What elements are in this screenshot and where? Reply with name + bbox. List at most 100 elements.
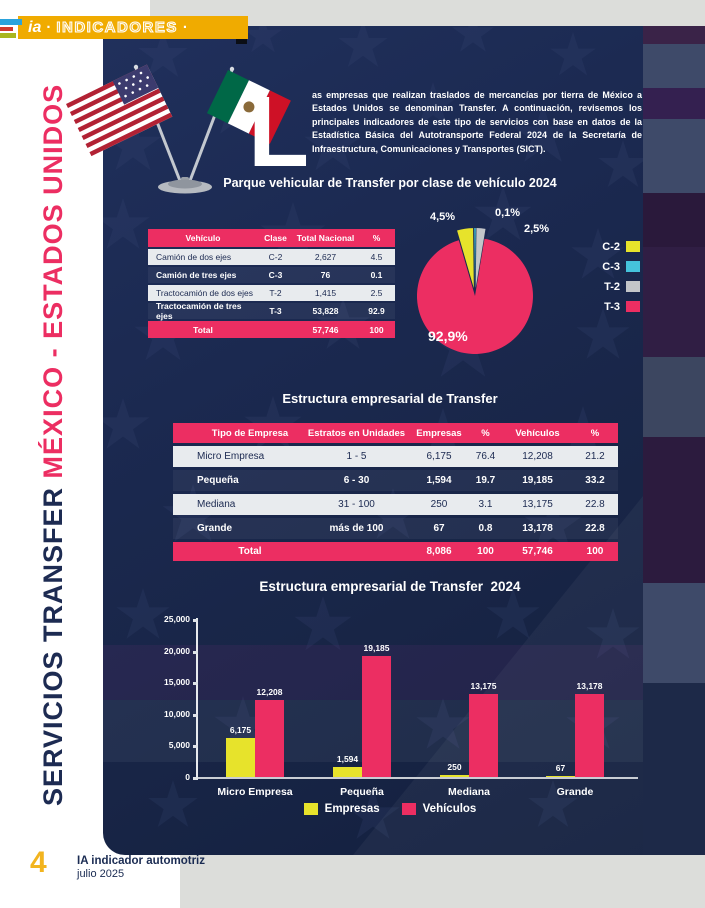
bar-value-label: 6,175 bbox=[229, 724, 252, 735]
legend-item: T-3 bbox=[578, 300, 640, 313]
star-icon bbox=[304, 116, 362, 171]
bar-value-label: 13,175 bbox=[470, 680, 497, 691]
bar-value-label: 250 bbox=[447, 762, 462, 773]
table-row-cell: T-3 bbox=[269, 306, 282, 316]
table-row-cell: 53,828 bbox=[312, 306, 339, 316]
legend-swatch bbox=[303, 803, 318, 815]
intro-paragraph: as empresas que realizan traslados de me… bbox=[312, 90, 642, 154]
table-row-cell: Micro Empresa bbox=[197, 451, 265, 462]
star-icon bbox=[416, 698, 470, 749]
legend-label: T-2 bbox=[604, 280, 620, 293]
legend-label: Empresas bbox=[324, 803, 380, 815]
table-header-cell: Tipo de Empresa bbox=[211, 427, 289, 439]
table-row-cell: Tractocamión de tres ejes bbox=[156, 301, 242, 321]
y-axis-tick-label: 25,000 bbox=[164, 614, 190, 624]
banner-shadow bbox=[236, 38, 247, 44]
vehicle-fleet-table: Vehículo Clase Total Nacional% Camión de do… bbox=[148, 229, 395, 340]
legend-swatch bbox=[626, 281, 640, 292]
legend-item: T-2 bbox=[578, 280, 640, 293]
table-row: Mediana 31 - 100 250 3.1 13,175 22.8 bbox=[173, 494, 618, 515]
table-row-cell: 31 - 100 bbox=[338, 499, 375, 510]
mexico-flag bbox=[206, 70, 291, 144]
section3-title: Estructura empresarial de Transfer 2024 bbox=[259, 579, 521, 594]
section2-title: Estructura empresarial de Transfer bbox=[282, 391, 498, 406]
y-axis-tick-mark bbox=[193, 745, 198, 748]
table-row-cell: 0.1 bbox=[370, 270, 383, 280]
star-icon bbox=[528, 780, 578, 827]
table-header-cell: Empresas bbox=[416, 427, 462, 439]
star-icon bbox=[486, 588, 540, 639]
magazine-banner: ia · INDICADORES · bbox=[18, 16, 248, 39]
table-row-cell: 21.2 bbox=[585, 451, 605, 462]
table-header: Vehículo Clase Total Nacional% bbox=[148, 229, 395, 247]
legend-label: T-3 bbox=[604, 300, 620, 313]
table-header-cell: Clase bbox=[264, 233, 287, 243]
pie-legend: C-2 C-3 T-2 T-3 bbox=[578, 240, 640, 313]
table-row-cell: 1 - 5 bbox=[346, 451, 367, 462]
bar-value-label: 19,185 bbox=[363, 642, 390, 653]
banner-dot: · bbox=[182, 19, 188, 36]
star-icon bbox=[138, 30, 188, 77]
table-row: Micro Empresa 1 - 5 6,175 76.4 12,208 21.2 bbox=[173, 446, 618, 467]
star-icon bbox=[104, 116, 162, 171]
table-row-cell: 76.4 bbox=[475, 451, 496, 462]
legend-item: Vehículos bbox=[401, 803, 476, 815]
star-icon bbox=[571, 228, 625, 279]
pie-percent-label: 2,5% bbox=[524, 223, 550, 235]
table-total-cell: 57,746 bbox=[312, 324, 339, 335]
bar-vehículos-micro-empresa bbox=[255, 699, 284, 777]
bar-empresas-micro-empresa bbox=[226, 737, 255, 777]
flag-base-top bbox=[168, 179, 202, 189]
table-row-cell: 1,594 bbox=[426, 475, 452, 486]
star-icon bbox=[116, 588, 170, 639]
bar-empresas-pequeña bbox=[333, 766, 362, 777]
table-row-cell: Camión de tres ejes bbox=[156, 270, 237, 280]
star-icon bbox=[512, 104, 574, 162]
y-axis-tick-label: 0 bbox=[185, 772, 190, 782]
table-total-cell: Total bbox=[193, 324, 213, 335]
table-row-cell: 13,175 bbox=[522, 499, 553, 510]
legend-item: C-2 bbox=[578, 240, 640, 253]
pole-finial bbox=[133, 64, 139, 70]
table-row: Grande más de 100 67 0.8 13,178 22.8 bbox=[173, 518, 618, 539]
vertical-title-part2: MÉXICO - ESTADOS UNIDOS bbox=[38, 83, 68, 479]
table-row: Camión de tres ejes C-3 76 0.1 bbox=[148, 267, 395, 283]
legend-label: C-3 bbox=[602, 260, 620, 273]
table-total-cell bbox=[303, 542, 410, 561]
pie-slice-T-3 bbox=[416, 238, 533, 355]
publication-date: julio 2025 bbox=[77, 868, 125, 880]
table-row-cell: 13,178 bbox=[522, 523, 553, 534]
logo-bar-red bbox=[0, 27, 13, 31]
bar-category-label: Pequeña bbox=[340, 786, 384, 798]
y-axis-tick-label: 20,000 bbox=[164, 646, 190, 656]
table-total-cell: Total bbox=[238, 546, 262, 557]
table-row-cell: 0.8 bbox=[478, 523, 493, 534]
star-icon bbox=[452, 26, 494, 52]
flag-stripes-edge bbox=[643, 26, 705, 855]
table-row-cell: 76 bbox=[320, 270, 331, 280]
table-row-cell: C-3 bbox=[268, 270, 283, 280]
vehicle-class-pie-chart bbox=[416, 227, 533, 355]
star-icon bbox=[598, 140, 648, 187]
y-axis-tick-label: 5,000 bbox=[168, 740, 190, 750]
pie-slice-T-2 bbox=[475, 228, 486, 289]
vertical-page-title: SERVICIOS TRANSFER MÉXICO - ESTADOS UNID… bbox=[24, 56, 82, 834]
banner-title: INDICADORES bbox=[56, 19, 178, 36]
table-row-cell: C-2 bbox=[268, 252, 283, 262]
bar-value-label: 67 bbox=[555, 762, 566, 773]
bottom-margin-strip bbox=[180, 855, 705, 908]
table-row: Tractocamión de tres ejes T-3 53,828 92.9 bbox=[148, 301, 395, 321]
table-row-cell: 33.2 bbox=[585, 475, 605, 486]
legend-swatch bbox=[626, 261, 640, 272]
table-row-cell: T-2 bbox=[269, 288, 282, 298]
legend-swatch bbox=[626, 241, 640, 252]
table-row-cell: Mediana bbox=[197, 499, 236, 510]
legend-item: C-3 bbox=[578, 260, 640, 273]
star-icon bbox=[410, 82, 456, 126]
star-icon bbox=[214, 696, 272, 751]
y-axis-tick-label: 10,000 bbox=[164, 709, 190, 719]
star-icon bbox=[550, 32, 596, 76]
table-row-cell: 6 - 30 bbox=[343, 475, 370, 486]
y-axis-tick-mark bbox=[193, 682, 198, 685]
bar-vehículos-grande bbox=[575, 693, 604, 777]
